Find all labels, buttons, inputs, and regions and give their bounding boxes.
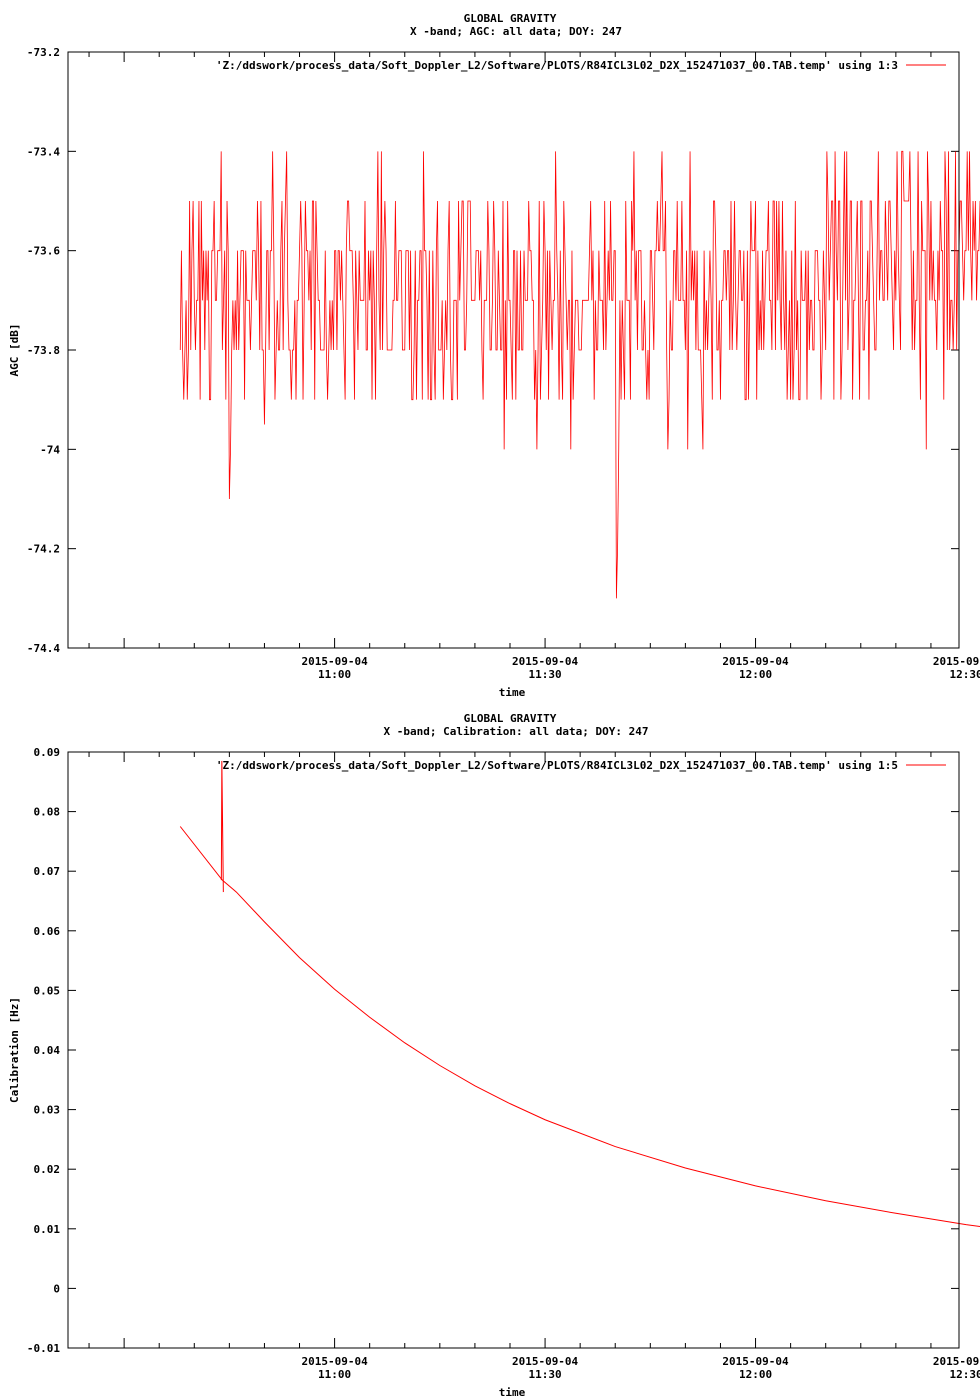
calibration-y-axis-label: Calibration [Hz]	[8, 997, 21, 1103]
y-tick-label: 0.04	[34, 1044, 61, 1057]
x-tick-time-label: 12:00	[739, 668, 772, 681]
y-tick-label: 0.05	[34, 984, 61, 997]
y-tick-label: -73.8	[27, 344, 60, 357]
x-tick-date-label: 2015-09-04	[933, 1355, 980, 1368]
x-tick-date-label: 2015-09-04	[722, 1355, 789, 1368]
x-tick-time-label: 11:00	[318, 668, 351, 681]
y-tick-label: 0.01	[34, 1223, 61, 1236]
y-tick-label: 0.07	[34, 865, 61, 878]
x-tick-time-label: 12:00	[739, 1368, 772, 1381]
y-tick-label: -0.01	[27, 1342, 60, 1355]
y-tick-label: -73.4	[27, 145, 60, 158]
y-tick-label: 0	[53, 1282, 60, 1295]
calibration-legend-label: 'Z:/ddswork/process_data/Soft_Doppler_L2…	[216, 759, 898, 772]
x-tick-date-label: 2015-09-04	[933, 655, 980, 668]
y-tick-label: -73.6	[27, 245, 60, 258]
calibration-chart-subtitle: X -band; Calibration: all data; DOY: 247	[384, 725, 649, 738]
x-tick-date-label: 2015-09-04	[512, 1355, 579, 1368]
y-tick-label: 0.09	[34, 746, 61, 759]
y-tick-label: -74.2	[27, 543, 60, 556]
x-tick-time-label: 11:30	[529, 1368, 562, 1381]
y-tick-label: 0.02	[34, 1163, 61, 1176]
y-tick-label: -74	[40, 443, 60, 456]
x-tick-date-label: 2015-09-04	[301, 1355, 368, 1368]
x-tick-time-label: 11:00	[318, 1368, 351, 1381]
agc-series-line	[179, 150, 980, 599]
agc-chart-title: GLOBAL GRAVITY	[464, 12, 557, 25]
calibration-axis-ticks: 0.09 0.08 0.07 0.06 0.05 0.04 0.03 0.02 0.01 0 -0.…	[27, 746, 980, 1381]
calibration-plot-frame	[67, 751, 960, 1349]
agc-series	[179, 150, 980, 599]
agc-chart-subtitle: X -band; AGC: all data; DOY: 247	[410, 25, 622, 38]
calibration-x-axis-label: time	[499, 1386, 526, 1399]
calibration-spike	[220, 760, 224, 893]
x-tick-date-label: 2015-09-04	[301, 655, 368, 668]
y-tick-label: 0.03	[34, 1104, 61, 1117]
agc-y-axis-label: AGC [dB]	[8, 324, 21, 377]
y-tick-label: 0.06	[34, 925, 61, 938]
calibration-series-line	[179, 826, 980, 1228]
x-tick-date-label: 2015-09-04	[512, 655, 579, 668]
agc-x-axis-label: time	[499, 686, 526, 699]
x-tick-time-label: 12:30	[949, 1368, 980, 1381]
calibration-series	[179, 760, 980, 1228]
x-tick-date-label: 2015-09-04	[722, 655, 789, 668]
calibration-chart: GLOBAL GRAVITY X -band; Calibration: all…	[8, 712, 980, 1399]
agc-legend-label: 'Z:/ddswork/process_data/Soft_Doppler_L2…	[216, 59, 898, 72]
y-tick-label: -74.4	[27, 642, 60, 655]
x-tick-time-label: 12:30	[949, 668, 980, 681]
y-tick-label: 0.08	[34, 806, 61, 819]
x-tick-time-label: 11:30	[529, 668, 562, 681]
agc-axis-ticks: -73.2 -73.4 -73.6 -73.8 -74 -74.2 -74.4 2015-09…	[27, 46, 980, 681]
calibration-chart-title: GLOBAL GRAVITY	[464, 712, 557, 725]
y-tick-label: -73.2	[27, 46, 60, 59]
agc-plot-frame	[67, 51, 960, 649]
agc-chart: GLOBAL GRAVITY X -band; AGC: all data; D…	[8, 12, 980, 699]
